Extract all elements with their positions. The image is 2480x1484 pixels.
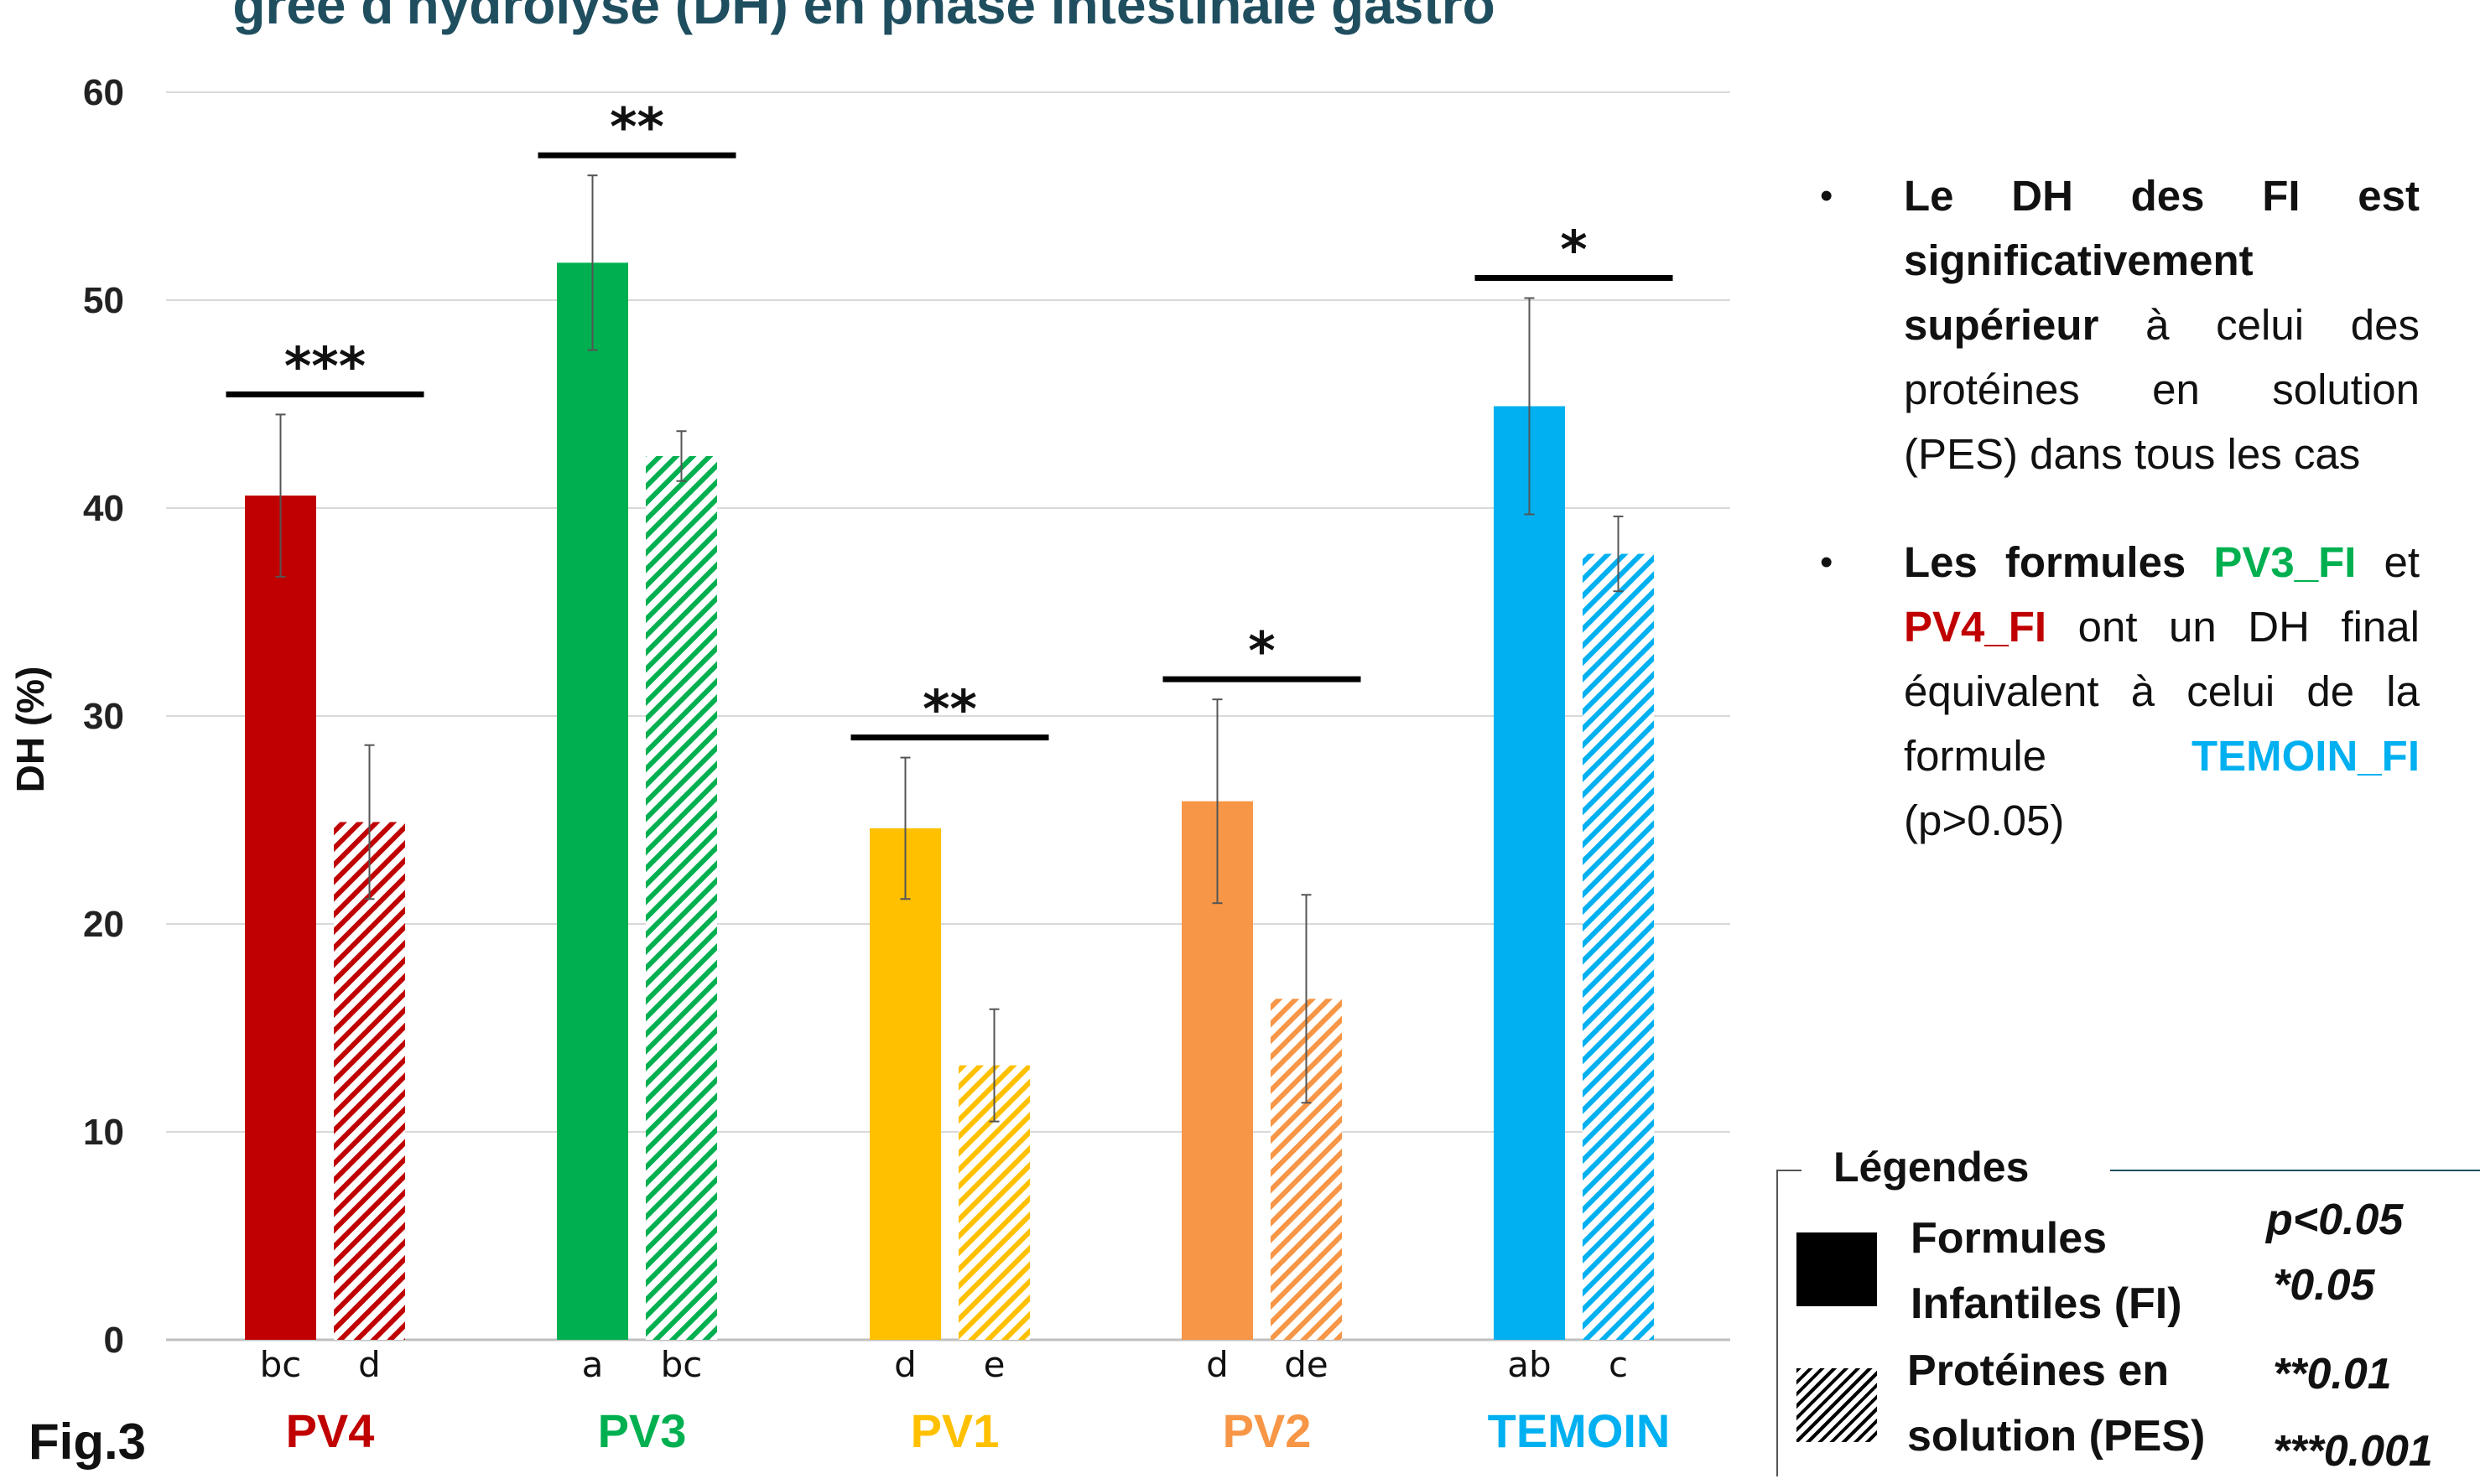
category-label: PV4 <box>286 1404 375 1457</box>
group-letter: c <box>1609 1344 1628 1385</box>
significance-stars: ** <box>610 96 664 158</box>
legend-title: Légendes <box>1833 1144 2030 1191</box>
group-letter: d <box>358 1344 381 1385</box>
bar-fi <box>245 496 316 1340</box>
legend-frame <box>1776 1170 1802 1171</box>
note-text: Les formules <box>1904 538 2214 586</box>
bullet-icon: • <box>1820 175 1833 216</box>
bar-pes <box>334 822 405 1340</box>
note-text: Le DH des FI est significativement supér… <box>1904 172 2420 349</box>
significance-stars: * <box>1560 220 1587 281</box>
bar-fi <box>557 262 628 1340</box>
group-letter: bc <box>260 1344 302 1385</box>
y-tick-label: 10 <box>83 1112 124 1153</box>
group-letter: d <box>1206 1344 1229 1385</box>
bar-pes <box>1583 553 1654 1340</box>
sig-level: *0.05 <box>2273 1261 2375 1310</box>
legend-frame <box>1776 1170 1778 1476</box>
legend-frame <box>2110 1170 2480 1171</box>
fi-label-line1: Formules <box>1911 1214 2108 1263</box>
chart-title: gree d'hydrolyse (DH) en phase intestina… <box>232 0 1495 35</box>
group-letter: ab <box>1507 1344 1551 1385</box>
bar-fi <box>870 828 941 1340</box>
significance-stars: *** <box>284 335 366 397</box>
group-letter: de <box>1284 1344 1328 1385</box>
y-tick-label: 30 <box>83 696 124 737</box>
y-tick-label: 40 <box>83 488 124 529</box>
y-tick-label: 50 <box>83 280 124 321</box>
p-threshold-label: p<0.05 <box>2266 1196 2404 1244</box>
note-text: à celui des protéines en solution (PES) … <box>1904 301 2420 478</box>
y-tick-label: 60 <box>83 72 124 113</box>
note-item: • Le DH des FI est significativement supé… <box>1812 163 2420 486</box>
pes-swatch <box>1796 1368 1877 1442</box>
sig-level: **0.01 <box>2273 1350 2392 1398</box>
note-text: (p>0.05) <box>1904 796 2065 844</box>
group-letter: bc <box>661 1344 703 1385</box>
category-label: TEMOIN <box>1488 1404 1671 1457</box>
y-tick-label: 0 <box>104 1320 124 1361</box>
note-item: • Les formules PV3_FI et PV4_FI ont un DH… <box>1812 530 2420 853</box>
group-letter: e <box>984 1344 1006 1385</box>
y-axis-label: DH (%) <box>8 667 52 793</box>
note-text: ont un DH final équivalent à celui de la… <box>1904 603 2420 780</box>
group-letter: a <box>582 1344 604 1385</box>
bar-fi <box>1494 406 1565 1341</box>
note-text: TEMOIN_FI <box>2191 732 2420 780</box>
note-text: et <box>2356 538 2420 586</box>
y-tick-label: 20 <box>83 904 124 945</box>
category-label: PV2 <box>1223 1404 1312 1457</box>
pes-label-line1: Protéines en <box>1907 1346 2170 1395</box>
note-text: PV3_FI <box>2213 538 2357 586</box>
bar-pes <box>646 456 717 1340</box>
figure-label: Fig.3 <box>29 1414 146 1470</box>
note-text: PV4_FI <box>1904 603 2047 651</box>
notes-panel: • Le DH des FI est significativement supé… <box>1812 163 2420 896</box>
fi-label-line2: Infantiles (FI) <box>1911 1279 2182 1328</box>
legend-box: Légendes Formules Infantiles (FI) Protéi… <box>1776 1134 2480 1476</box>
fi-swatch <box>1796 1232 1877 1306</box>
significance-stars: ** <box>923 679 977 740</box>
category-label: PV3 <box>598 1404 687 1457</box>
pes-label-line2: solution (PES) <box>1907 1412 2206 1461</box>
group-letter: d <box>894 1344 917 1385</box>
category-label: PV1 <box>911 1404 1000 1457</box>
significance-stars: * <box>1248 620 1275 682</box>
sig-level: ***0.001 <box>2273 1427 2433 1476</box>
bullet-icon: • <box>1820 542 1833 583</box>
